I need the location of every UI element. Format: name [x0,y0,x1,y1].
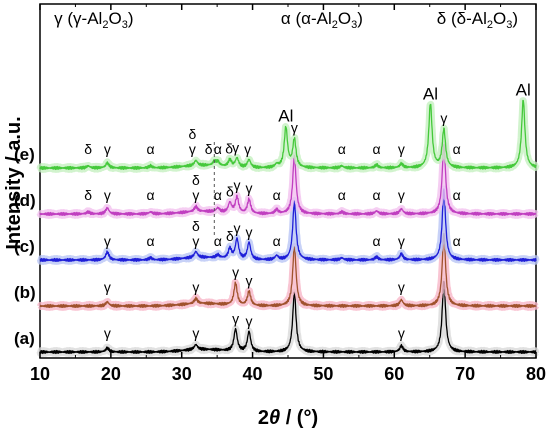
peak-label-d-2-0: α [146,187,154,203]
peak-label-d-8-0: α [273,187,281,203]
x-tick-label-40: 40 [243,364,263,384]
peak-label-a-0-0: γ [104,325,111,341]
x-tick-label-60: 60 [384,364,404,384]
x-tick-label-20: 20 [101,364,121,384]
peak-label-e-12-0: γ [398,141,405,157]
peak-label-e-8-0: γ [244,141,251,157]
peak-label-d-9-0: α [338,187,346,203]
peak-label-e-5-0: α [214,141,222,157]
peak-label-d-6-0: γ [233,177,240,193]
trace-line-a [39,280,537,355]
x-axis-label: 2θ / (°) [258,407,318,429]
x-tick-label-10: 10 [30,364,50,384]
peak-label-d-12-0: α [453,187,461,203]
x-tick-label-70: 70 [455,364,475,384]
phase-header-1: α (α-Al2O3) [281,9,363,31]
trace-line-e [39,99,537,171]
traces-layer [36,97,540,357]
peak-label-e-9-0: γ [291,120,298,136]
peak-label-a-4-0: γ [398,325,405,341]
x-tick-label-50: 50 [313,364,333,384]
peak-label-d-7-0: γ [246,180,253,196]
peak-label-c-4-0: δ [226,228,234,244]
peak-label-d-3-1: γ [192,187,199,203]
x-tick-label-80: 80 [526,364,546,384]
peak-label-a-1-0: γ [192,325,199,341]
peak-label-d-5-0: δ [226,183,234,199]
trace-label-d: (d) [14,191,36,210]
peak-label-e-11-0: α [373,141,381,157]
peak-label-e-14-0: α [453,141,461,157]
peak-label-a-3-0: γ [246,313,253,329]
trace-label-b: (b) [14,283,36,302]
peak-label-e-1-0: γ [104,141,111,157]
peak-label-c-8-0: α [373,233,381,249]
al-label-2: Al [516,81,531,100]
peak-label-e-4-0: δ [205,141,213,157]
peak-label-d-10-0: α [373,187,381,203]
peak-label-d-1-0: γ [104,187,111,203]
peak-label-d-4-0: α [214,187,222,203]
peak-label-c-7-0: α [273,233,281,249]
peak-label-c-3-0: α [214,233,222,249]
peak-label-c-1-0: α [146,233,154,249]
peak-label-a-2-0: γ [232,311,239,327]
x-tick-label-30: 30 [172,364,192,384]
peak-label-e-13-0: γ [440,110,447,126]
peak-label-b-1-0: γ [192,279,199,295]
peak-label-c-2-0: δ [192,218,200,234]
peak-label-e-3-1: γ [189,141,196,157]
peak-label-d-3-0: δ [192,172,200,188]
trace-label-e: (e) [14,145,35,164]
peak-label-e-7-0: γ [232,139,239,155]
peak-label-c-0-0: γ [104,233,111,249]
peak-label-c-5-0: γ [233,220,240,236]
peak-label-b-4-0: γ [398,279,405,295]
annotations-layer: (a) γ γγ γγ(b) γ γγγ γ(c) γ α γδα δγ γα α γ α(d) δ γ α γδα… [14,9,531,348]
peak-label-e-10-0: α [338,141,346,157]
trace-line-c [39,188,537,263]
axes-layer: 10 20 30 40 50 60 70 80 [30,4,546,384]
al-label-1: Al [423,84,438,103]
peak-label-c-6-0: γ [246,224,253,240]
peak-label-e-6-0: δ [225,140,233,156]
phase-header-0: γ (γ-Al2O3) [54,9,133,31]
trace-label-c: (c) [14,237,35,256]
trace-line-d [39,143,537,217]
peak-label-e-3-0: δ [188,126,196,142]
peak-label-b-0-0: γ [104,279,111,295]
y-axis-label: Intensity / a.u. [3,116,25,249]
phase-header-2: δ (δ-Al2O3) [437,9,518,31]
peak-label-c-2-1: γ [192,233,199,249]
peak-label-c-10-0: α [453,233,461,249]
peak-label-e-2-0: α [146,141,154,157]
trace-label-a: (a) [14,329,35,348]
peak-label-b-2-0: γ [232,264,239,280]
peak-label-d-11-0: γ [398,187,405,203]
peak-label-c-9-0: γ [398,233,405,249]
peak-label-b-3-0: γ [246,273,253,289]
peak-label-d-0-0: δ [84,187,92,203]
trace-line-b [39,232,537,309]
al-label-0: Al [278,107,293,126]
peak-label-e-0-0: δ [84,141,92,157]
